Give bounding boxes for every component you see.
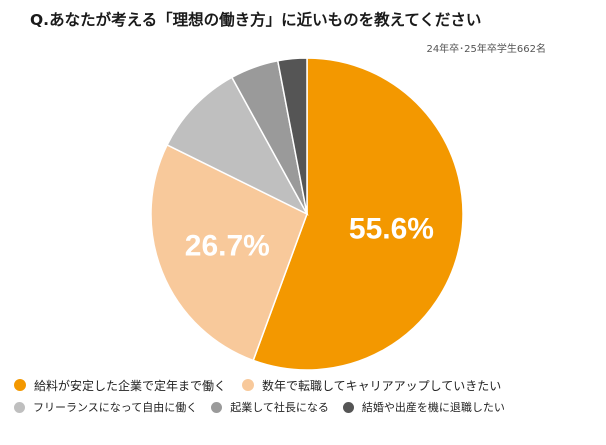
pie-slice-3	[166, 76, 309, 216]
legend-swatch	[14, 379, 26, 391]
pie-chart: 55.6% 26.7%	[150, 57, 464, 371]
legend-swatch	[14, 401, 25, 413]
legend-row-1: 給料が安定した企業で定年まで働く 数年で転職してキャリアアップしていきたい	[14, 374, 599, 396]
pie-slice-1	[252, 57, 464, 371]
pie-slice-2	[150, 143, 308, 362]
data-label-1: 55.6%	[349, 213, 434, 246]
legend: 給料が安定した企業で定年まで働く 数年で転職してキャリアアップしていきたい フリ…	[14, 374, 599, 418]
legend-item: 給料が安定した企業で定年まで働く	[14, 377, 226, 394]
legend-item: 起業して社長になる	[211, 399, 329, 415]
legend-swatch	[342, 401, 354, 413]
sample-note: 24年卒･25年卒学生662名	[426, 44, 546, 55]
legend-swatch	[242, 379, 255, 391]
data-label-2: 26.7%	[185, 229, 270, 262]
legend-label: フリーランスになって自由に働く	[33, 401, 198, 414]
legend-swatch	[211, 401, 223, 413]
legend-item: フリーランスになって自由に働く	[14, 399, 197, 415]
legend-label: 数年で転職してキャリアアップしていきたい	[262, 378, 502, 393]
legend-item: 数年で転職してキャリアアップしていきたい	[242, 377, 501, 394]
chart-title: Q.あなたが考える「理想の働き方」に近いものを教えてください	[30, 11, 482, 29]
legend-label: 結婚や出産を機に退職したい	[361, 401, 505, 414]
legend-label: 起業して社長になる	[230, 401, 329, 414]
legend-item: 結婚や出産を機に退職したい	[342, 399, 505, 415]
pie-slice-5	[276, 57, 308, 215]
legend-label: 給料が安定した企業で定年まで働く	[34, 378, 227, 393]
legend-row-2: フリーランスになって自由に働く 起業して社長になる 結婚や出産を機に退職したい	[14, 396, 599, 418]
